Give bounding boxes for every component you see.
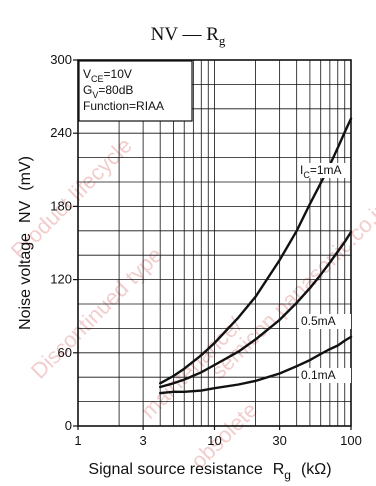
x-axis-label: Signal source resistance Rg (kΩ) <box>88 461 331 482</box>
y-tick-label: 180 <box>50 198 72 213</box>
chart-title: NV — Rg <box>151 24 226 48</box>
y-axis-ticks: 0 60 120 180 240 300 <box>50 52 78 433</box>
series-label-value: 0.5mA <box>301 314 336 328</box>
y-axis-label-text: Noise voltage <box>17 233 34 330</box>
x-tick-label: 1 <box>74 433 81 448</box>
x-tick-label: 3 <box>140 433 147 448</box>
condition-line: Function=RIAA <box>83 99 164 113</box>
x-tick-label: 100 <box>340 433 362 448</box>
x-tick-label: 10 <box>207 433 221 448</box>
y-tick-label: 240 <box>50 125 72 140</box>
condition-value: =RIAA <box>129 99 164 113</box>
condition-value: =80dB <box>98 83 133 97</box>
x-axis-label-text: Signal source resistance <box>88 461 262 478</box>
chart-title-main: NV — R <box>151 24 220 45</box>
x-axis-symbol: R <box>273 461 285 478</box>
y-tick-label: 300 <box>50 52 72 67</box>
series-label-value: 0.1mA <box>301 368 336 382</box>
y-axis-unit: (mV) <box>17 156 34 191</box>
y-tick-label: 0 <box>65 418 72 433</box>
y-tick-label: 60 <box>58 345 72 360</box>
y-axis-label: Noise voltage NV (mV) <box>17 156 34 330</box>
x-axis-unit: (kΩ) <box>301 461 332 478</box>
series-label: 0.5mA <box>301 314 336 328</box>
series-label: 0.1mA <box>301 368 336 382</box>
y-axis-symbol: NV <box>17 200 34 223</box>
condition-symbol: V <box>83 67 91 81</box>
condition-symbol: Function <box>83 99 129 113</box>
condition-symbol: G <box>83 83 92 97</box>
condition-value: =10V <box>104 67 132 81</box>
x-axis-symbol-sub: g <box>284 468 291 482</box>
watermark-text: Discontinued type <box>26 242 167 383</box>
chart-title-sub: g <box>219 33 226 48</box>
x-tick-label: 30 <box>272 433 286 448</box>
y-tick-label: 120 <box>50 272 72 287</box>
series-label-value: =1mA <box>310 163 342 177</box>
